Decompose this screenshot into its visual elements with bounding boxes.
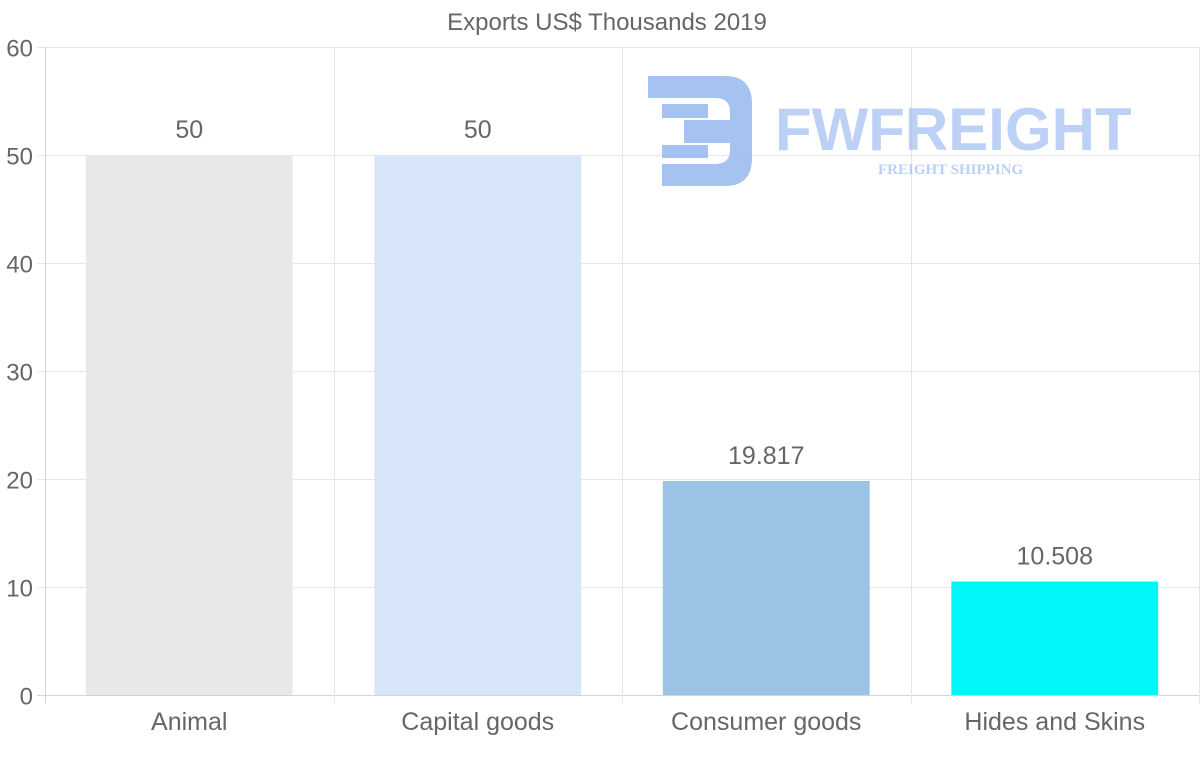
y-tick-label: 50: [6, 144, 33, 171]
y-tick-label: 60: [6, 36, 33, 63]
fwfreight-logo-icon: [648, 76, 752, 186]
bar-hides-and-skins[interactable]: [951, 581, 1159, 695]
y-tick-label: 10: [6, 576, 33, 603]
bar-consumer-goods[interactable]: [662, 480, 870, 695]
bar-animal[interactable]: [85, 155, 293, 695]
x-tick-label: Hides and Skins: [964, 708, 1145, 736]
x-tick-label: Animal: [151, 708, 227, 736]
watermark-brand: FWFREIGHT: [775, 96, 1132, 163]
x-axis-ticks: Animal Capital goods Consumer goods Hides a…: [151, 708, 1145, 736]
chart-title: Exports US$ Thousands 2019: [447, 9, 767, 36]
watermark-logo: FWFREIGHT FREIGHT SHIPPING: [648, 76, 1132, 186]
y-tick-label: 30: [6, 360, 33, 387]
watermark-tagline: FREIGHT SHIPPING: [878, 162, 1023, 178]
y-tick-label: 0: [20, 684, 33, 711]
data-labels: 50 50 19.817 10.508: [175, 116, 1093, 571]
bar-capital-goods[interactable]: [374, 155, 582, 695]
y-axis-ticks: 0 10 20 30 40 50 60: [6, 36, 33, 711]
bar-value-label: 19.817: [728, 442, 804, 470]
y-tick-label: 40: [6, 252, 33, 279]
bar-value-label: 10.508: [1017, 543, 1093, 571]
x-tick-label: Consumer goods: [671, 708, 861, 736]
x-tick-label: Capital goods: [401, 708, 554, 736]
bar-value-label: 50: [175, 116, 203, 144]
bars: [85, 155, 1159, 695]
bar-value-label: 50: [464, 116, 492, 144]
y-tick-label: 20: [6, 468, 33, 495]
